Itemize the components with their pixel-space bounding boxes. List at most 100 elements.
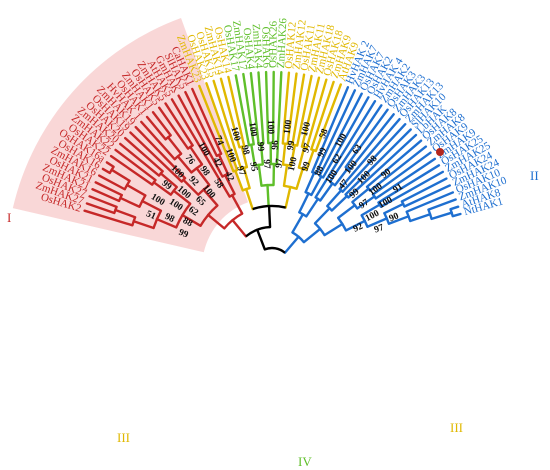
clade-i-shading (12, 18, 249, 253)
branch-radial (219, 77, 241, 149)
branch-radial (159, 172, 178, 189)
branch-arc (264, 246, 286, 254)
branch-radial (176, 155, 193, 174)
branch-radial (172, 189, 192, 205)
branch-radial (298, 192, 310, 214)
bootstrap-value: 97 (261, 159, 272, 169)
branch-radial (377, 164, 441, 204)
clade-label-iii-right: III (450, 420, 463, 435)
branch-radial (318, 92, 363, 177)
branch-radial (304, 171, 316, 194)
highlight-marker (436, 148, 444, 156)
bootstrap-value: 90 (388, 211, 401, 224)
leaf-label: ZmHAK4 (250, 24, 265, 70)
branch-radial (257, 71, 265, 145)
bootstrap-value: 96 (271, 140, 281, 150)
branch-radial (286, 72, 298, 146)
branch-radial (310, 80, 335, 151)
branch-radial (291, 213, 305, 234)
bootstrap-value: 100 (287, 156, 300, 172)
bootstrap-value: 99 (177, 228, 190, 241)
branch-radial (326, 189, 343, 208)
branch-radial (184, 90, 218, 158)
bootstrap-value: 88 (181, 216, 194, 229)
branch-radial (155, 217, 178, 229)
bootstrap-value: 97 (301, 142, 313, 154)
branch-radial (145, 115, 167, 141)
bootstrap-value: 99 (316, 146, 329, 159)
branch-radial (244, 187, 254, 211)
branch-radial (314, 100, 377, 199)
branch-radial (300, 76, 321, 148)
branch-radial (234, 169, 244, 192)
branch-radial (356, 195, 376, 210)
leaf-label: OsHAK6 (259, 26, 272, 68)
branch-radial (368, 145, 428, 192)
branch-radial (202, 188, 219, 207)
bootstrap-value: 98 (163, 212, 176, 225)
clade-label-ii: II (530, 168, 539, 183)
branch-radial (205, 82, 239, 172)
branch-radial (283, 235, 300, 254)
bootstrap-value: 97 (274, 158, 285, 168)
branch-radial (295, 167, 304, 190)
branch-radial (105, 161, 115, 168)
branch-radial (291, 73, 306, 146)
branch-radial (302, 227, 322, 244)
bootstrap-value: 100 (265, 120, 275, 135)
branch-radial (85, 202, 116, 215)
bootstrap-value: 98 (239, 144, 251, 156)
bootstrap-value: 51 (144, 209, 157, 222)
branch-radial (281, 71, 291, 145)
branch-radial (234, 74, 251, 147)
branch-radial (256, 228, 266, 251)
branch-radial (240, 145, 249, 169)
branch-radial (227, 75, 246, 148)
branch-radial (114, 208, 137, 219)
branch-radial (88, 195, 118, 209)
branch-radial (151, 111, 172, 137)
branch-radial (266, 183, 270, 208)
branch-radial (297, 146, 306, 169)
branch-radial (344, 108, 389, 169)
branch-radial (242, 72, 255, 146)
branch-radial (119, 142, 161, 177)
bootstrap-value: 42 (222, 170, 235, 183)
branch-radial (181, 213, 202, 227)
branch-radial (310, 175, 323, 197)
bootstrap-value: 97 (373, 223, 386, 236)
leaf-label: OsHAK12 (283, 21, 299, 69)
bootstrap-value: 95 (247, 161, 259, 172)
clade-i-highlight (12, 18, 249, 253)
branch-radial (400, 177, 448, 203)
branch-radial (289, 143, 297, 167)
branch-radial (94, 181, 123, 197)
branch-radial (257, 163, 263, 187)
branch-radial (351, 187, 370, 204)
branch-radial (305, 78, 328, 150)
branch-radial (141, 199, 163, 212)
bootstrap-value: 99 (300, 160, 313, 172)
branch-radial (383, 202, 405, 215)
branch-radial (344, 128, 412, 196)
leaf-labels: OsHAK2ZmHAK27OsHAK27ZmHAK21OsHAK21ZmHAK1… (34, 17, 509, 218)
branch-radial (132, 220, 155, 230)
bootstrap-value: 100 (223, 147, 237, 164)
branch-radial (403, 184, 451, 208)
branch-radial (311, 86, 350, 174)
branch-radial (124, 136, 164, 173)
branch-radial (365, 139, 423, 189)
branch-radial (371, 151, 432, 196)
branch-radial (347, 133, 418, 199)
branch-radial (449, 205, 460, 211)
branch-radial (314, 83, 342, 153)
branch-radial (333, 167, 349, 187)
bootstrap-value: 90 (379, 167, 393, 181)
branch-radial (387, 215, 410, 225)
branch-radial (323, 222, 344, 237)
bootstrap-value: 58 (318, 127, 331, 140)
branch-radial (271, 70, 275, 145)
branch-radial (344, 219, 366, 232)
branch-radial (206, 213, 226, 230)
